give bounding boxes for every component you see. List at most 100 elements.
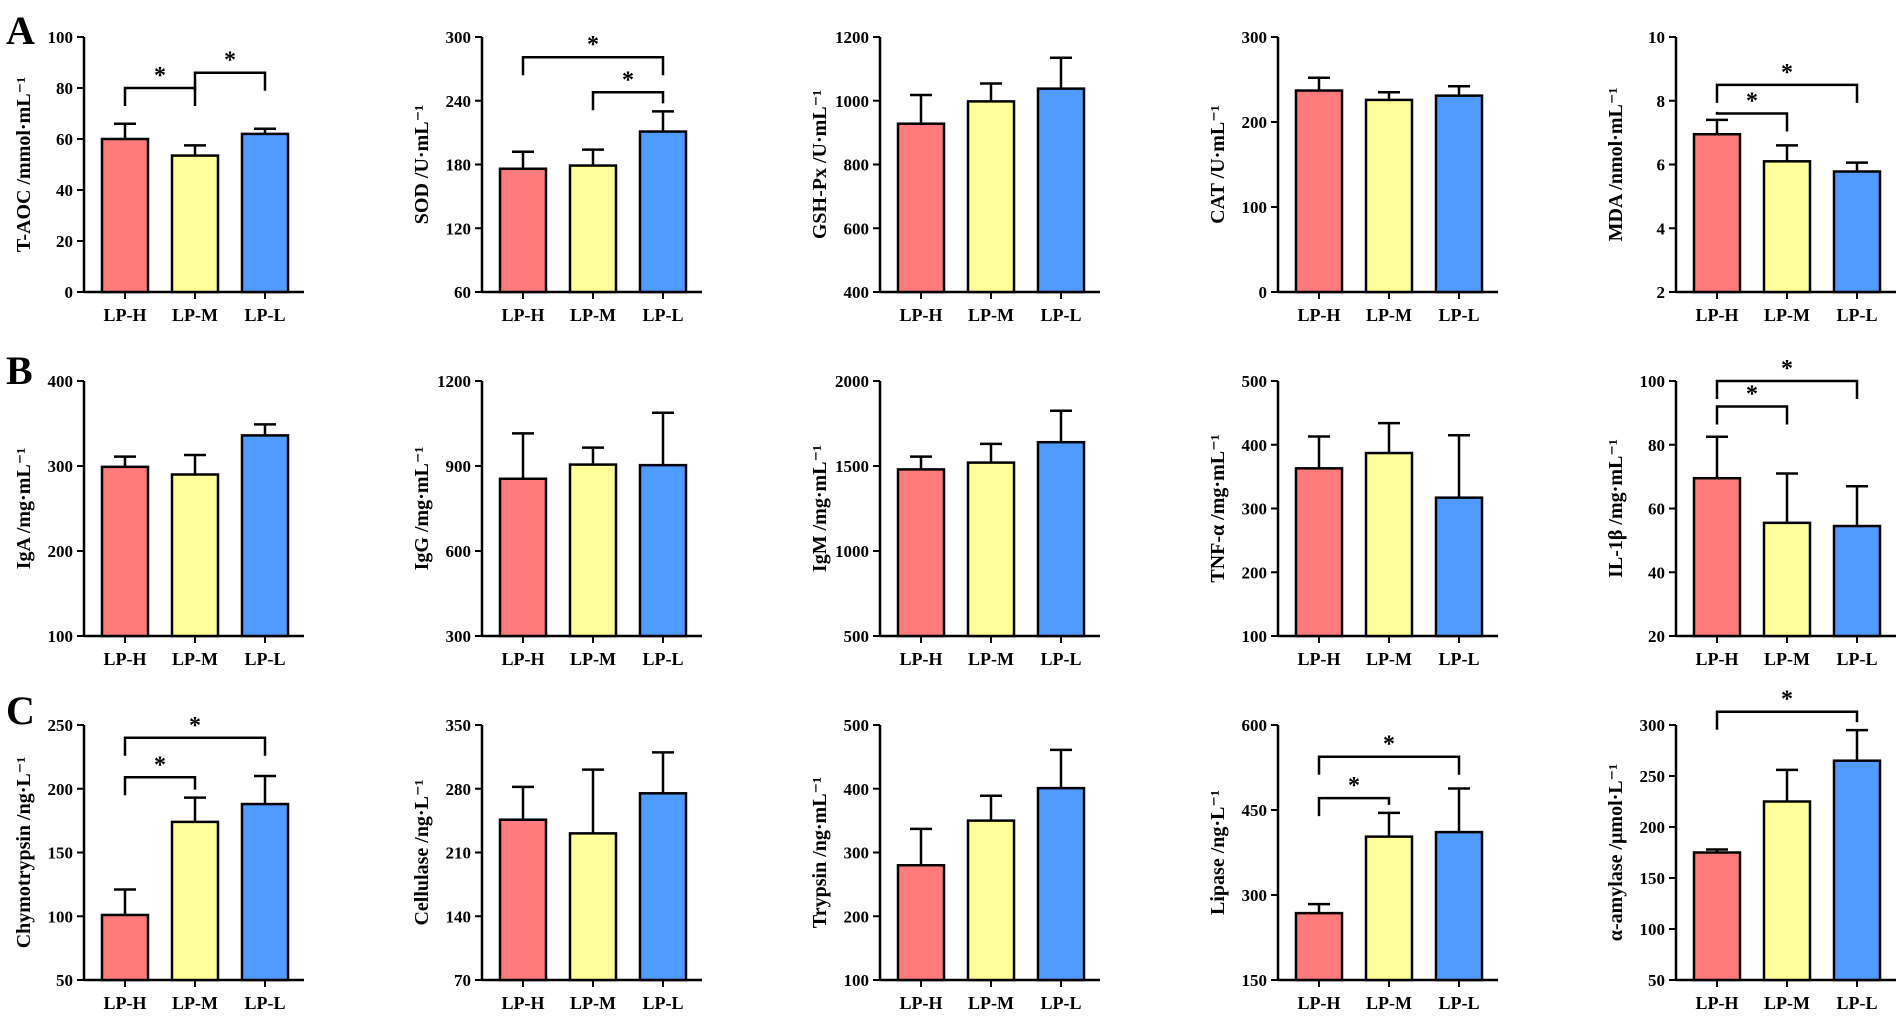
y-tick-label: 1000: [835, 542, 869, 561]
x-tick-label: LP-H: [1298, 993, 1341, 1013]
bar-lp-m: [170, 154, 220, 294]
bar-lp-l: [1832, 524, 1882, 638]
y-axis-title: α-amylase /μmol·L⁻¹: [1605, 764, 1627, 941]
bar-lp-m: [1364, 98, 1414, 294]
y-tick-label: 250: [48, 716, 74, 735]
significance-bracket: [591, 91, 665, 111]
y-axis-title: IL-1β /mg·mL⁻¹: [1605, 439, 1627, 578]
significance-bracket: [1715, 111, 1789, 132]
y-tick-label: 150: [1242, 971, 1268, 990]
chart-cat: 0 100 200 300 CAT /U·mL⁻¹ LP-H LP-M LP-L: [1207, 28, 1498, 325]
significance-bracket: [123, 736, 267, 756]
bar-lp-h: [498, 818, 548, 982]
bar-lp-m: [170, 820, 220, 982]
significance-star: *: [1348, 773, 1360, 799]
y-axis-title: IgG /mg·mL⁻¹: [411, 447, 433, 571]
x-tick-label: LP-M: [1366, 649, 1412, 669]
y-tick-label: 1200: [835, 28, 869, 47]
x-tick-label: LP-M: [1764, 993, 1810, 1013]
bar-lp-m: [1762, 160, 1812, 294]
y-tick-label: 8: [1657, 92, 1666, 111]
bar-lp-h: [896, 122, 946, 294]
significance-star: *: [587, 32, 599, 58]
y-tick-label: 350: [446, 716, 472, 735]
bar-lp-h: [1692, 851, 1742, 982]
x-tick-label: LP-L: [244, 305, 285, 325]
panel-label-a: A: [6, 8, 35, 53]
chart-iga: 100 200 300 400 IgA /mg·mL⁻¹ LP-H LP-M LP-L: [13, 372, 304, 669]
bar-lp-h: [100, 465, 150, 638]
y-axis-title: Cellulase /ng·L⁻¹: [411, 779, 433, 925]
y-tick-label: 1200: [437, 372, 471, 391]
bar-lp-l: [240, 132, 290, 294]
y-tick-label: 300: [844, 844, 870, 863]
x-tick-label: LP-L: [1836, 993, 1877, 1013]
y-tick-label: 180: [446, 156, 472, 175]
x-tick-label: LP-L: [1836, 305, 1877, 325]
x-tick-label: LP-M: [570, 649, 616, 669]
bar-lp-h: [896, 468, 946, 638]
significance-star: *: [154, 63, 166, 89]
y-tick-label: 50: [56, 971, 73, 990]
y-tick-label: 400: [844, 780, 870, 799]
bar-lp-l: [1036, 87, 1086, 294]
bar-lp-m: [966, 100, 1016, 294]
significance-star: *: [1746, 89, 1758, 115]
bar-lp-m: [568, 463, 618, 638]
bar-lp-h: [498, 167, 548, 294]
y-tick-label: 1000: [835, 92, 869, 111]
significance-bracket: [123, 86, 197, 106]
y-tick-label: 300: [1242, 500, 1268, 519]
x-tick-label: LP-H: [1298, 649, 1341, 669]
y-tick-label: 500: [1242, 372, 1268, 391]
y-tick-label: 100: [1640, 372, 1666, 391]
y-tick-label: 100: [1640, 920, 1666, 939]
y-axis-title: IgA /mg·mL⁻¹: [13, 448, 35, 570]
significance-star: *: [1781, 687, 1793, 713]
y-tick-label: 60: [1648, 500, 1665, 519]
x-tick-label: LP-M: [172, 649, 218, 669]
significance-star: *: [154, 752, 166, 778]
y-tick-label: 400: [1242, 436, 1268, 455]
bar-lp-h: [100, 913, 150, 982]
significance-bracket: [1715, 710, 1859, 730]
y-tick-label: 60: [56, 130, 73, 149]
y-tick-label: 70: [454, 971, 471, 990]
x-tick-label: LP-H: [900, 305, 943, 325]
y-tick-label: 500: [844, 627, 870, 646]
y-tick-label: 140: [446, 907, 472, 926]
bar-lp-l: [638, 792, 688, 982]
y-tick-label: 150: [1640, 869, 1666, 888]
x-tick-label: LP-L: [1438, 993, 1479, 1013]
bar-lp-m: [966, 819, 1016, 982]
y-tick-label: 40: [1648, 563, 1665, 582]
bar-lp-m: [966, 461, 1016, 638]
significance-bracket: [521, 55, 665, 76]
bar-lp-m: [1762, 521, 1812, 638]
panel-label-c: C: [6, 688, 35, 733]
y-tick-label: 100: [844, 971, 870, 990]
bar-lp-l: [240, 434, 290, 638]
y-tick-label: 200: [1242, 563, 1268, 582]
x-tick-label: LP-H: [1696, 993, 1739, 1013]
x-tick-label: LP-L: [244, 649, 285, 669]
y-tick-label: 60: [454, 283, 471, 302]
bar-lp-l: [1434, 94, 1484, 294]
bar-lp-l: [1434, 496, 1484, 638]
chart-chy: 50 100 150 200 250 Chymotrypsin /ng·L⁻¹ LP-H LP…: [13, 713, 304, 1013]
chart-tac: 0 20 40 60 80 100 T-AOC /mmol·mL⁻¹ LP-H LP-M LP-L…: [13, 28, 304, 325]
y-tick-label: 600: [1242, 716, 1268, 735]
y-tick-label: 20: [1648, 627, 1665, 646]
chart-il1: 20 40 60 80 100 IL-1β /mg·mL⁻¹ LP-H LP-M LP-L * *: [1605, 356, 1896, 669]
x-tick-label: LP-M: [1366, 305, 1412, 325]
significance-bracket: [123, 776, 197, 796]
y-tick-label: 0: [1259, 283, 1268, 302]
y-axis-title: MDA /nmol·mL⁻¹: [1605, 88, 1627, 242]
y-tick-label: 100: [1242, 627, 1268, 646]
x-tick-label: LP-M: [1764, 305, 1810, 325]
y-tick-label: 10: [1648, 28, 1665, 47]
y-tick-label: 800: [844, 156, 870, 175]
x-tick-label: LP-H: [104, 649, 147, 669]
y-axis-title: Trypsin /ng·mL⁻¹: [809, 777, 831, 928]
bar-lp-m: [568, 832, 618, 982]
